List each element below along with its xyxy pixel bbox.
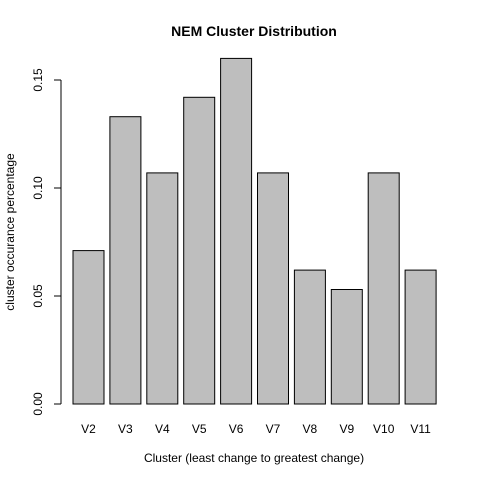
x-tick-label-v3: V3 [118,422,133,436]
bar-v7 [257,172,289,405]
x-tick-label-v10: V10 [373,422,395,436]
x-axis-label: Cluster (least change to greatest change… [144,451,364,465]
y-tick-label: 0.05 [31,284,45,308]
chart-title: NEM Cluster Distribution [171,23,337,39]
bar-v11 [404,269,437,405]
bar-v5 [183,96,216,405]
x-tick-label-v8: V8 [303,422,318,436]
bar-v9 [330,289,363,405]
x-tick-label-v5: V5 [192,422,207,436]
y-axis-label: cluster occurance percentage [3,153,17,311]
x-tick-label-v7: V7 [266,422,281,436]
bar-v10 [367,172,400,405]
bars-group [72,57,437,405]
bar-v3 [109,116,142,405]
x-tick-labels: V2 V3 V4 V5 V6 V7 V8 V9 V10 V11 [81,422,431,436]
x-tick-label-v6: V6 [229,422,244,436]
x-tick-label-v11: V11 [410,422,431,436]
bar-v2 [72,250,105,405]
x-tick-label-v2: V2 [81,422,96,436]
x-tick-label-v4: V4 [155,422,170,436]
x-tick-label-v9: V9 [339,422,354,436]
y-tick-label: 0.00 [31,392,45,416]
y-tick-label: 0.10 [31,176,45,200]
y-axis: 0.00 0.05 0.10 0.15 [31,68,62,416]
bar-v6 [220,57,253,405]
bar-v4 [146,172,179,405]
bar-v8 [293,269,326,405]
y-tick-label: 0.15 [31,68,45,92]
